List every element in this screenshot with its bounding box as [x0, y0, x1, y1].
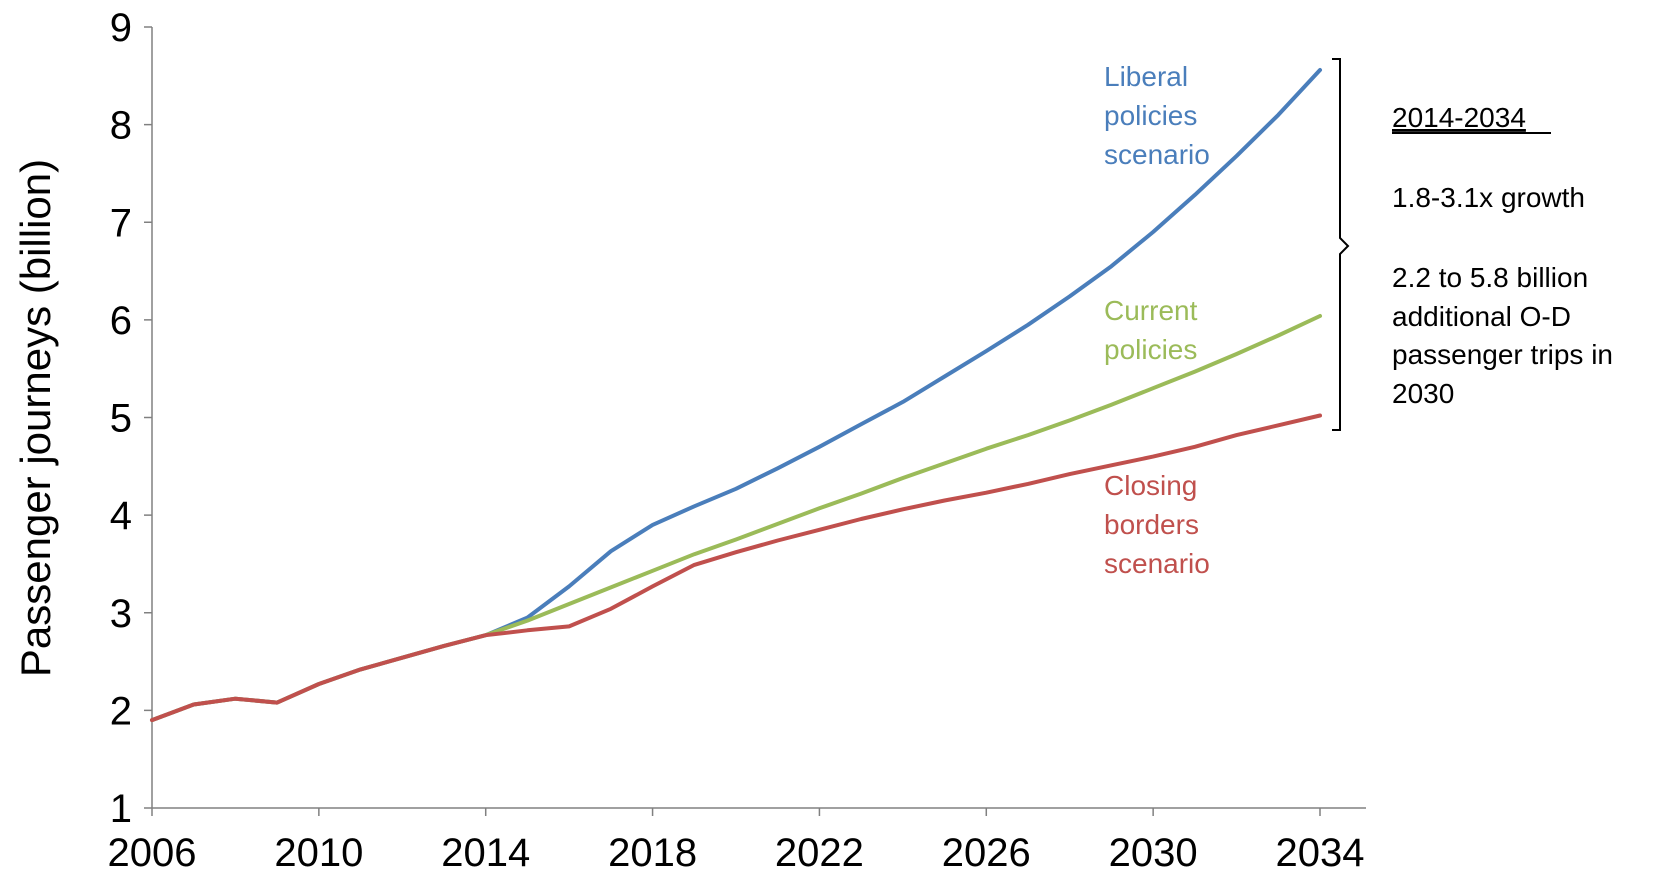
- y-tick-label: 8: [110, 104, 132, 148]
- series-label-line: Liberal: [1104, 61, 1188, 92]
- y-tick-label: 7: [110, 201, 132, 245]
- y-tick-label: 5: [110, 397, 132, 441]
- annotation-heading: 2014-2034: [1392, 102, 1526, 133]
- y-tick-label: 4: [110, 494, 132, 538]
- x-tick-label: 2030: [1109, 831, 1198, 875]
- y-tick-label: 9: [110, 6, 132, 50]
- annotation-line-4: 2030: [1392, 378, 1454, 409]
- x-tick-label: 2014: [441, 831, 530, 875]
- series-line-closing: [150, 413, 1322, 723]
- x-tick-label: 2010: [274, 831, 363, 875]
- y-tick-label: 1: [110, 787, 132, 831]
- series-label-line: borders: [1104, 509, 1199, 540]
- x-tick-label: 2022: [775, 831, 864, 875]
- x-tick-label: 2034: [1276, 831, 1365, 875]
- series-label-liberal: Liberal policies scenario: [1104, 61, 1210, 170]
- series-lines: [150, 68, 1322, 723]
- series-label-line: policies: [1104, 334, 1197, 365]
- series-label-line: Closing: [1104, 470, 1197, 501]
- annotation-line-2: additional O-D: [1392, 301, 1571, 332]
- growth-annotation: 2014-2034 1.8-3.1x growth 2.2 to 5.8 bil…: [1332, 58, 1613, 431]
- series-label-line: scenario: [1104, 139, 1210, 170]
- x-tick-label: 2018: [608, 831, 697, 875]
- y-tick-label: 2: [110, 689, 132, 733]
- y-tick-label: 3: [110, 592, 132, 636]
- ticks: 1 2 3 4 5 6 7 8 9 2006 2010 2014 2018 2022 2026 2030 203…: [108, 6, 1365, 875]
- series-label-line: scenario: [1104, 548, 1210, 579]
- annotation-growth: 1.8-3.1x growth: [1392, 182, 1585, 213]
- x-tick-label: 2026: [942, 831, 1031, 875]
- annotation-line-3: passenger trips in: [1392, 339, 1613, 370]
- annotation-line-1: 2.2 to 5.8 billion: [1392, 262, 1588, 293]
- series-label-closing: Closing borders scenario: [1104, 470, 1210, 579]
- x-tick-label: 2006: [108, 831, 197, 875]
- series-label-line: Current: [1104, 295, 1198, 326]
- annotation-bracket: [1332, 58, 1350, 431]
- y-tick-label: 6: [110, 299, 132, 343]
- series-label-current: Current policies: [1104, 295, 1198, 365]
- series-labels: Liberal policies scenario Current policies Cl…: [1104, 61, 1210, 579]
- y-axis-label: Passenger journeys (billion): [12, 159, 59, 677]
- series-label-line: policies: [1104, 100, 1197, 131]
